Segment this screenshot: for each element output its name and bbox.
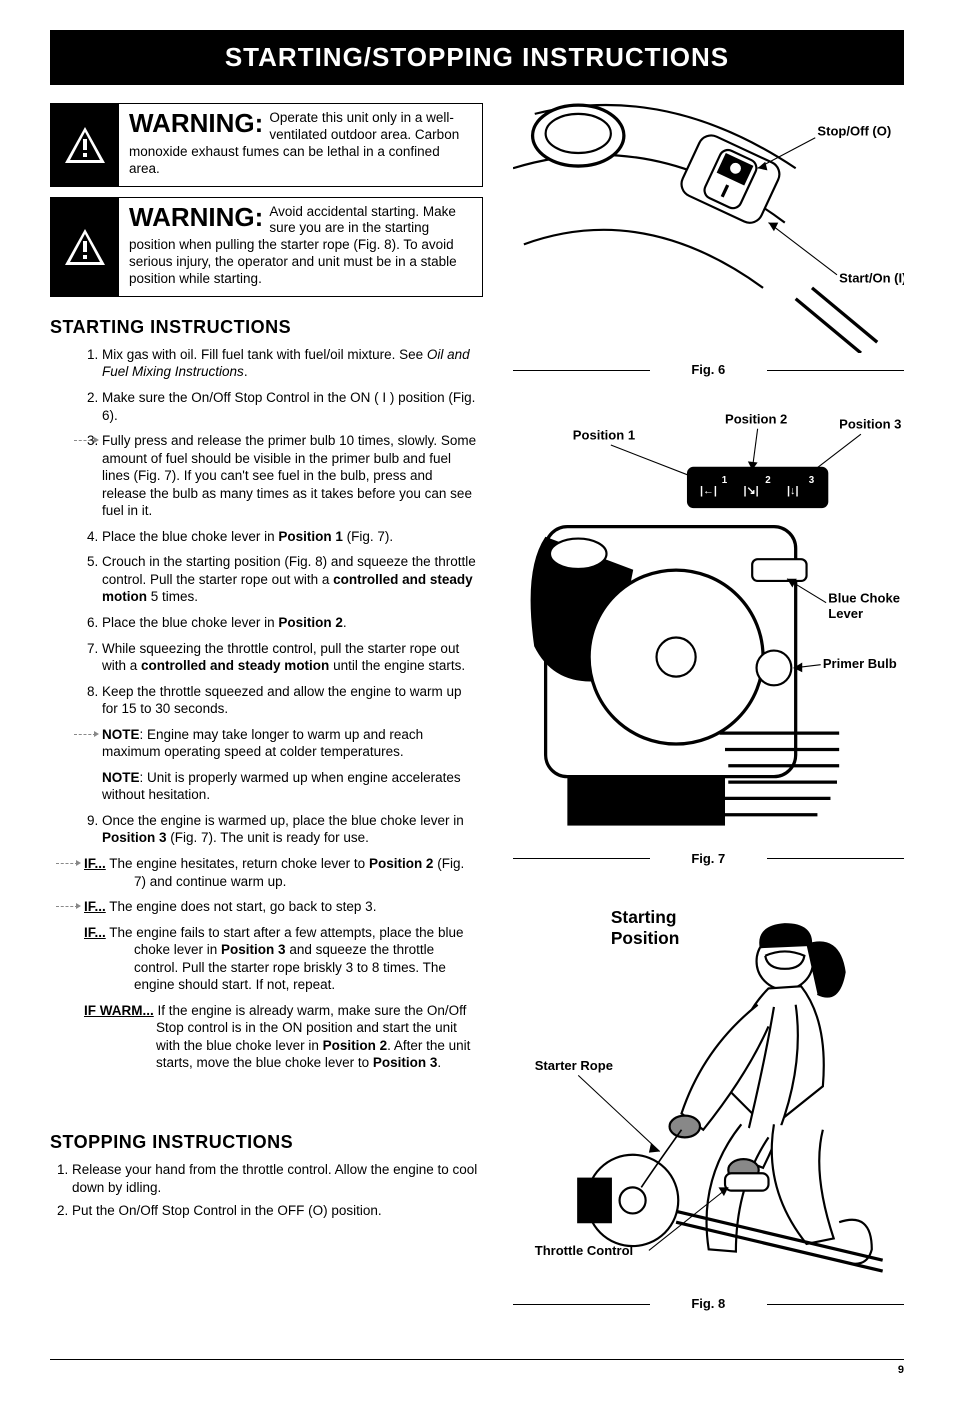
svg-text:1: 1 [721,475,727,486]
svg-text:Primer Bulb: Primer Bulb [822,656,896,671]
warning-label: WARNING: [129,204,263,230]
right-column: Stop/Off (O) Start/On (I) Fig. 6 Positio… [513,103,904,1341]
warning-box-2: WARNING: Avoid accidental starting. Make… [50,197,483,297]
starting-steps: Mix gas with oil. Fill fuel tank with fu… [50,346,483,718]
section-banner: STARTING/STOPPING INSTRUCTIONS [50,30,904,85]
step-1: Mix gas with oil. Fill fuel tank with fu… [102,346,483,381]
svg-text:Lever: Lever [828,606,863,621]
figure-7: Position 1 Position 2 Position 3 |←| 1 |↘… [513,407,904,866]
svg-text:|←|: |←| [700,485,717,497]
starting-heading: STARTING INSTRUCTIONS [50,317,483,338]
svg-text:Blue Choke Lever: Blue Choke Lever [828,591,904,606]
svg-text:2: 2 [765,475,771,486]
svg-text:Position 2: Position 2 [725,411,787,426]
svg-text:|↘|: |↘| [743,485,758,497]
svg-text:Position: Position [610,928,679,948]
starting-steps-cont: Once the engine is warmed up, place the … [50,812,483,847]
svg-text:Start/On (I): Start/On (I) [839,270,904,285]
step-4: Place the blue choke lever in Position 1… [102,528,483,546]
svg-text:Starter Rope: Starter Rope [534,1058,612,1073]
step-9: Once the engine is warmed up, place the … [102,812,483,847]
if-warm: IF WARM... If the engine is already warm… [84,1002,483,1072]
step-8: Keep the throttle squeezed and allow the… [102,683,483,718]
step-6: Place the blue choke lever in Position 2… [102,614,483,632]
step-7: While squeezing the throttle control, pu… [102,640,483,675]
if-3: IF... The engine fails to start after a … [84,924,483,994]
svg-text:Position 3: Position 3 [839,417,901,432]
step-5: Crouch in the starting position (Fig. 8)… [102,553,483,606]
stopping-heading: STOPPING INSTRUCTIONS [50,1132,483,1153]
svg-text:Stop/Off (O): Stop/Off (O) [817,124,891,139]
step-2: Make sure the On/Off Stop Control in the… [102,389,483,424]
stop-step-2: Put the On/Off Stop Control in the OFF (… [72,1202,483,1220]
warning-triangle-icon [51,104,119,186]
note-1: NOTE: Engine may take longer to warm up … [102,726,483,761]
left-column: WARNING: Operate this unit only in a wel… [50,103,483,1341]
figure-8-caption: Fig. 8 [513,1296,904,1311]
svg-text:Position 1: Position 1 [572,428,634,443]
figure-6-caption: Fig. 6 [513,362,904,377]
figure-6: Stop/Off (O) Start/On (I) Fig. 6 [513,103,904,377]
warning-label: WARNING: [129,110,263,136]
stopping-steps: Release your hand from the throttle cont… [50,1161,483,1220]
warning-triangle-icon [51,198,119,296]
svg-text:|↓|: |↓| [787,485,799,497]
svg-text:Starting: Starting [610,907,676,927]
figure-7-caption: Fig. 7 [513,851,904,866]
svg-text:3: 3 [808,475,814,486]
svg-text:Throttle Control: Throttle Control [534,1243,632,1258]
step-3: Fully press and release the primer bulb … [102,432,483,520]
page-number: 9 [50,1359,904,1376]
stop-step-1: Release your hand from the throttle cont… [72,1161,483,1196]
warning-box-1: WARNING: Operate this unit only in a wel… [50,103,483,187]
if-2: IF... The engine does not start, go back… [84,898,483,916]
note-2: NOTE: Unit is properly warmed up when en… [102,769,483,804]
if-1: IF... The engine hesitates, return choke… [84,855,483,890]
figure-8: Starting Position [513,896,904,1311]
